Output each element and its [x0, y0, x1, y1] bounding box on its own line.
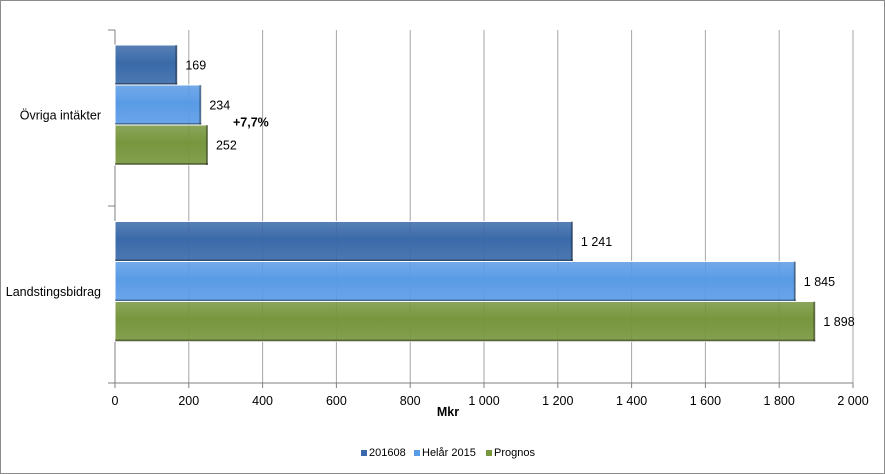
legend-label-helar-2015: Helår 2015 [422, 447, 476, 459]
category-label-landstingsbidrag: Landstingsbidrag [6, 285, 101, 299]
legend-swatch-helar-2015 [414, 450, 420, 456]
x-tick-label-2000: 2 000 [837, 394, 868, 408]
annotation-0: +7,7% [233, 115, 269, 129]
bar-helar-2015-landstingsbidrag [114, 261, 797, 302]
bar-201608-landstingsbidrag [114, 221, 574, 262]
x-tick-label-800: 800 [400, 394, 421, 408]
bar-prognos-landstingsbidrag [114, 301, 816, 342]
x-tick-label-1800: 1 800 [764, 394, 795, 408]
x-tick-label-1400: 1 400 [616, 394, 647, 408]
labels: Övriga intäkter 169 234 252 +7,7% Landstingsb… [6, 58, 855, 329]
bars [114, 44, 816, 342]
x-tick-label-0: 0 [112, 394, 119, 408]
bar-helar-2015-ovriga-intakter [114, 84, 202, 126]
category-label-ovriga-intakter: Övriga intäkter [20, 109, 101, 123]
data-label-201608-ovriga-intakter: 169 [185, 58, 206, 72]
x-tick-label-400: 400 [252, 394, 273, 408]
axes: 0 200 400 600 800 1 000 1 200 1 400 1 600 1 800 2 … [108, 29, 869, 408]
x-tick-label-200: 200 [178, 394, 199, 408]
x-tick-label-1200: 1 200 [542, 394, 573, 408]
x-tick-label-1000: 1 000 [468, 394, 499, 408]
data-label-prognos-ovriga-intakter: 252 [216, 138, 237, 152]
legend-label-prognos: Prognos [494, 447, 535, 459]
bar-prognos-ovriga-intakter [114, 124, 209, 166]
x-tick-label-600: 600 [326, 394, 347, 408]
data-label-201608-landstingsbidrag: 1 241 [581, 235, 612, 249]
legend-swatch-prognos [486, 450, 492, 456]
legend: 201608 Helår 2015 Prognos [361, 447, 535, 459]
data-label-helar-2015-landstingsbidrag: 1 845 [804, 275, 835, 289]
x-axis-title: Mkr [437, 405, 459, 419]
legend-swatch-201608 [361, 450, 367, 456]
data-label-prognos-landstingsbidrag: 1 898 [823, 315, 854, 329]
bar-201608-ovriga-intakter [114, 44, 178, 86]
data-label-helar-2015-ovriga-intakter: 234 [209, 98, 230, 112]
x-tick-label-1600: 1 600 [690, 394, 721, 408]
legend-label-201608: 201608 [369, 447, 406, 459]
